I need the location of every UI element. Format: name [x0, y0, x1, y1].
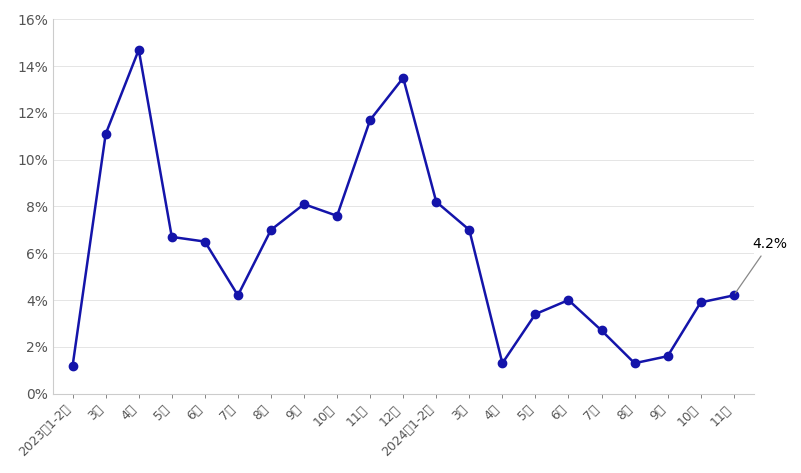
Text: 4.2%: 4.2% [735, 237, 787, 293]
